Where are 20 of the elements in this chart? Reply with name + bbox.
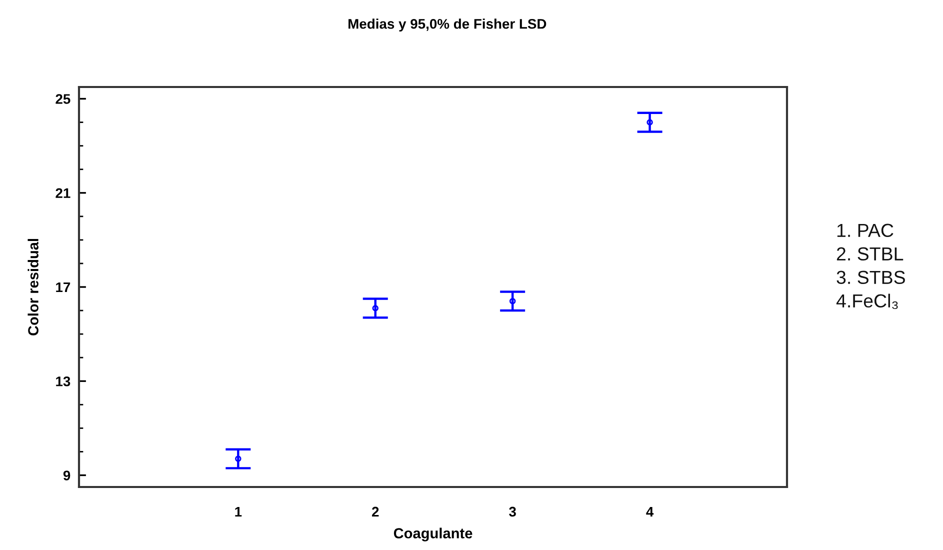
x-axis-title: Coagulante [394,528,472,542]
y-tick-label: 21 [56,188,70,198]
y-tick-label: 25 [56,94,70,104]
y-tick-label: 13 [56,376,70,386]
point [509,298,516,304]
text: 3. STBS [836,270,905,284]
x-tick-label: 4 [646,506,654,517]
x-tick-label: 3 [509,506,516,517]
y-axis-title: Color residual [28,239,38,336]
y-tick-label: 17 [56,282,70,292]
point [235,456,242,462]
y-tick-label: 9 [63,470,70,480]
text: 2. STBL [836,247,904,261]
point [646,119,653,126]
x-tick-label: 1 [235,506,242,517]
point [372,305,378,312]
chart-title: Medias y 95,0% de Fisher LSD [348,18,546,32]
text: 1. PAC [837,224,894,238]
text: 4.FeCl₃ [836,294,898,310]
x-tick-label: 2 [372,506,379,517]
